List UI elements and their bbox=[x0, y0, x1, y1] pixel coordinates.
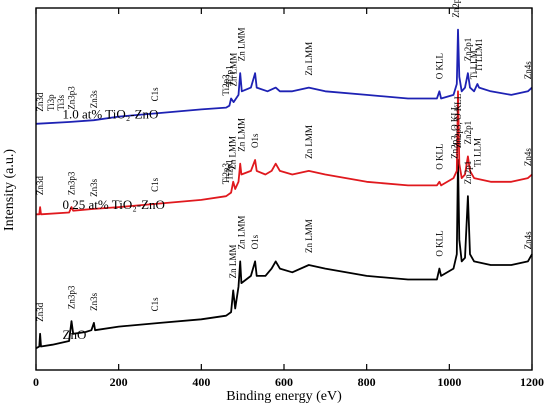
peak-label-16: Ti2p3 bbox=[221, 163, 231, 185]
x-tick-label: 400 bbox=[192, 375, 210, 389]
peak-label-30: Zn3p3 bbox=[67, 86, 77, 110]
peak-label-8: O KLL bbox=[434, 230, 444, 256]
x-tick-label: 1200 bbox=[520, 375, 544, 389]
peak-label-41: Ti LLM bbox=[469, 50, 479, 79]
axes: 0 200 400 600 800 1000 1200 bbox=[33, 7, 544, 389]
series-label-2: 1.0 at% TiO₂-ZnO bbox=[63, 106, 159, 121]
peak-label-3: C1s bbox=[150, 297, 160, 312]
peak-label-36: Zn LMM bbox=[236, 27, 246, 61]
peak-label-42: Ti LLM1 bbox=[474, 39, 484, 72]
peak-label-33: Ti2p3 bbox=[221, 74, 231, 96]
peak-label-29: Ti3s bbox=[56, 94, 66, 110]
peak-label-13: Zn3p3 bbox=[67, 171, 77, 195]
x-tick-label: 200 bbox=[110, 375, 128, 389]
series-line-0 bbox=[35, 159, 533, 350]
peak-label-14: Zn3s bbox=[89, 178, 99, 196]
peak-label-0: Zn3d bbox=[35, 302, 45, 321]
peak-label-38: O KLL bbox=[434, 53, 444, 79]
peak-label-4: Zn LMM bbox=[228, 245, 238, 279]
y-axis-label: Intensity (a.u.) bbox=[2, 149, 17, 231]
peak-label-35: Zn LMM bbox=[229, 53, 239, 87]
peak-label-21: Zn LMM bbox=[304, 125, 314, 159]
peak-label-28: Ti3p bbox=[46, 94, 56, 111]
x-tick-label: 1000 bbox=[437, 375, 461, 389]
peak-label-27: Zn3d bbox=[35, 92, 45, 111]
peak-label-39: Zn2p3, O KLL bbox=[451, 0, 461, 18]
x-axis-label: Binding energy (eV) bbox=[226, 389, 342, 404]
peak-label-12: Zn3d bbox=[35, 176, 45, 195]
peak-label-15: C1s bbox=[150, 177, 160, 192]
peak-label-7: Zn LMM bbox=[304, 219, 314, 253]
peak-label-43: Zn4s bbox=[523, 61, 533, 79]
peak-label-20: O1s bbox=[250, 133, 260, 148]
peak-label-26: Zn4s bbox=[523, 148, 533, 166]
peak-label-10: Zn2p1 bbox=[463, 161, 473, 185]
peak-label-6: O1s bbox=[250, 234, 260, 249]
peak-label-34: Ti2p1 bbox=[224, 65, 234, 86]
peak-label-24: Zn2p1 bbox=[463, 121, 473, 145]
peak-label-17: Ti2p1 bbox=[224, 159, 234, 180]
x-tick-label: 600 bbox=[275, 375, 293, 389]
series-label-0: ZnO bbox=[63, 327, 87, 342]
series-line-1 bbox=[36, 90, 533, 216]
peak-label-5: Zn LMM bbox=[236, 216, 246, 250]
peak-label-1: Zn3p3 bbox=[67, 285, 77, 309]
peak-label-23: Zn2p3, O KLL bbox=[449, 105, 459, 159]
peak-label-25: Ti LLM bbox=[472, 138, 482, 167]
x-tick-label: 0 bbox=[33, 375, 39, 389]
series-label-1: 0.25 at% TiO₂-ZnO bbox=[63, 197, 165, 212]
peak-label-40: Zn2p1 bbox=[463, 38, 473, 62]
peak-label-18: Zn LMM bbox=[228, 136, 238, 170]
x-tick-label: 800 bbox=[358, 375, 376, 389]
series-labels: ZnO 0.25 at% TiO₂-ZnO 1.0 at% TiO₂-ZnO bbox=[63, 106, 165, 341]
series-layer bbox=[35, 28, 533, 350]
peak-label-2: Zn3s bbox=[89, 292, 99, 310]
peak-label-22: O KLL bbox=[434, 144, 444, 170]
peak-label-31: Zn3s bbox=[89, 90, 99, 108]
peak-label-32: C1s bbox=[150, 87, 160, 102]
peak-label-11: Zn4s bbox=[523, 231, 533, 249]
peak-label-9: Zn2p3, O KLL bbox=[453, 94, 463, 148]
series-line-2 bbox=[35, 28, 533, 125]
peak-label-19: Zn LMM bbox=[236, 118, 246, 152]
peak-label-37: Zn LMM bbox=[304, 42, 314, 76]
